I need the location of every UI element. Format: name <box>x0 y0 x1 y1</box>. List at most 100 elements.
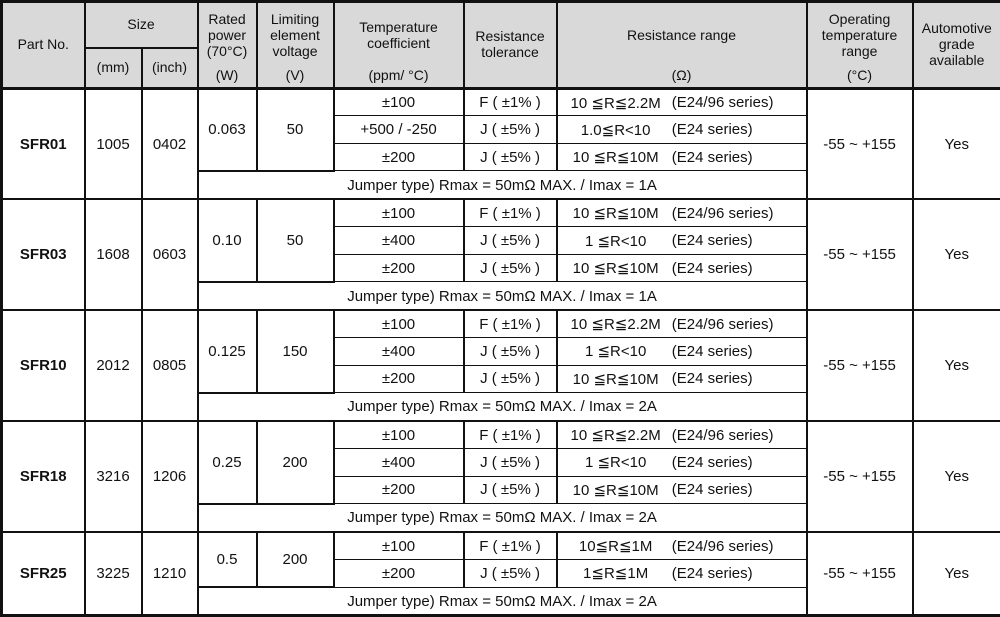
jumper-row: Jumper type) Rmax = 50mΩ MAX. / Imax = 1… <box>2 170 1000 201</box>
part-no-cell: SFR01 <box>0 87 86 201</box>
header-temp-coefficient-unit: (ppm/ °C) <box>368 67 429 84</box>
temp-coefficient-cell: ±200 <box>332 559 465 588</box>
table-row: ±200 J ( ±5% ) 10 ≦R≦10M (E24 series) <box>2 253 1000 283</box>
part-no-cell: SFR25 <box>0 531 86 617</box>
range-value: 1 ≦R<10 <box>584 343 647 361</box>
resistance-range-cell: 10 ≦R≦10M (E24 series) <box>555 253 808 283</box>
tolerance-cell: J ( ±5% ) <box>462 115 558 144</box>
size-inch-cell: 0402 <box>140 87 199 201</box>
temp-coefficient-cell: ±100 <box>332 531 465 561</box>
range-value: 10 ≦R≦10M <box>572 481 659 499</box>
range-series: (E24 series) <box>671 259 753 277</box>
size-inch-cell: 0603 <box>140 198 199 312</box>
range-series: (E24/96 series) <box>671 537 774 555</box>
resistance-range-cell: 10 ≦R≦2.2M (E24/96 series) <box>555 420 808 450</box>
header-rated-power-label: Rated power (70°C) <box>206 11 248 59</box>
limiting-voltage-cell: 200 <box>255 531 335 588</box>
temp-coefficient-cell: ±400 <box>332 226 465 255</box>
resistance-range-cell: 1 ≦R<10 (E24 series) <box>555 226 808 255</box>
range-value: 10 ≦R≦10M <box>572 149 659 167</box>
jumper-row: Jumper type) Rmax = 50mΩ MAX. / Imax = 2… <box>2 392 1000 423</box>
header-part-no: Part No. <box>0 0 86 90</box>
size-inch-cell: 1206 <box>140 420 199 534</box>
limiting-voltage-cell: 150 <box>255 309 335 394</box>
tolerance-cell: J ( ±5% ) <box>462 337 558 366</box>
tolerance-cell: J ( ±5% ) <box>462 559 558 588</box>
limiting-voltage-cell: 200 <box>255 420 335 505</box>
rated-power-cell: 0.125 <box>196 309 258 394</box>
temp-coefficient-cell: ±200 <box>332 475 465 505</box>
table-row: ±200 J ( ±5% ) 10 ≦R≦10M (E24 series) <box>2 142 1000 172</box>
size-mm-cell: 3216 <box>83 420 143 534</box>
range-series: (E24 series) <box>671 481 753 499</box>
temp-coefficient-cell: ±100 <box>332 87 465 117</box>
size-mm-cell: 2012 <box>83 309 143 423</box>
resistance-range-cell: 1 ≦R<10 (E24 series) <box>555 448 808 477</box>
range-series: (E24 series) <box>671 564 753 582</box>
table-row: SFR10 2012 0805 0.125 150 ±100 F ( ±1% )… <box>0 309 1000 423</box>
resistance-range-cell: 10 ≦R≦10M (E24 series) <box>555 475 808 505</box>
tolerance-cell: J ( ±5% ) <box>462 253 558 283</box>
size-inch-cell: 0805 <box>140 309 199 423</box>
automotive-cell: Yes <box>911 531 1000 617</box>
jumper-row: Jumper type) Rmax = 50mΩ MAX. / Imax = 1… <box>2 281 1000 312</box>
rated-power-cell: 0.10 <box>196 198 258 283</box>
header-rated-power: Rated power (70°C) (W) <box>196 0 258 90</box>
rated-power-cell: 0.25 <box>196 420 258 505</box>
tolerance-cell: F ( ±1% ) <box>462 531 558 561</box>
limiting-voltage-cell: 50 <box>255 198 335 283</box>
table-row: ±400 J ( ±5% ) 1 ≦R<10 (E24 series) <box>2 337 1000 366</box>
operating-temp-cell: -55 ~ +155 <box>805 309 914 423</box>
size-inch-cell: 1210 <box>140 531 199 617</box>
range-series: (E24/96 series) <box>671 426 774 444</box>
jumper-note-cell: Jumper type) Rmax = 50mΩ MAX. / Imax = 1… <box>196 281 808 312</box>
table-row: SFR25 3225 1210 0.5 200 ±100 F ( ±1% ) 1… <box>0 531 1000 617</box>
limiting-voltage-cell: 50 <box>255 87 335 172</box>
operating-temp-cell: -55 ~ +155 <box>805 198 914 312</box>
resistance-range-cell: 1 ≦R<10 (E24 series) <box>555 337 808 366</box>
table-row: ±200 J ( ±5% ) 1≦R≦1M (E24 series) <box>2 559 1000 588</box>
table-row: ±200 J ( ±5% ) 10 ≦R≦10M (E24 series) <box>2 475 1000 505</box>
temp-coefficient-cell: ±200 <box>332 364 465 394</box>
range-value: 1≦R≦1M <box>583 565 649 583</box>
temp-coefficient-cell: +500 / -250 <box>332 115 465 144</box>
jumper-note-cell: Jumper type) Rmax = 50mΩ MAX. / Imax = 2… <box>196 392 808 423</box>
header-operating-temp-label: Operating temperature range <box>821 11 898 59</box>
range-series: (E24 series) <box>671 342 753 360</box>
automotive-cell: Yes <box>911 420 1000 534</box>
table-row: ±400 J ( ±5% ) 1 ≦R<10 (E24 series) <box>2 448 1000 477</box>
range-value: 1.0≦R<10 <box>580 121 651 139</box>
range-value: 10≦R≦1M <box>578 538 653 556</box>
part-no-cell: SFR10 <box>0 309 86 423</box>
table-row: SFR03 1608 0603 0.10 50 ±100 F ( ±1% ) 1… <box>0 198 1000 312</box>
header-limiting-voltage: Limiting element voltage (V) <box>255 0 335 90</box>
temp-coefficient-cell: ±400 <box>332 448 465 477</box>
temp-coefficient-cell: ±100 <box>332 309 465 339</box>
range-value: 10 ≦R≦10M <box>572 260 659 278</box>
automotive-cell: Yes <box>911 198 1000 312</box>
resistance-range-cell: 10 ≦R≦10M (E24 series) <box>555 364 808 394</box>
range-series: (E24 series) <box>671 370 753 388</box>
range-series: (E24 series) <box>671 148 753 166</box>
jumper-note-cell: Jumper type) Rmax = 50mΩ MAX. / Imax = 2… <box>196 503 808 534</box>
temp-coefficient-cell: ±100 <box>332 198 465 228</box>
resistance-range-cell: 10 ≦R≦10M (E24/96 series) <box>555 198 808 228</box>
range-series: (E24 series) <box>671 453 753 471</box>
temp-coefficient-cell: ±200 <box>332 142 465 172</box>
range-series: (E24/96 series) <box>671 94 774 112</box>
range-series: (E24/96 series) <box>671 204 774 222</box>
tolerance-cell: F ( ±1% ) <box>462 198 558 228</box>
header-operating-temp-unit: (°C) <box>846 67 873 84</box>
header-temp-coefficient: Temperature coefficient (ppm/ °C) <box>332 0 465 90</box>
range-series: (E24 series) <box>671 232 753 250</box>
header-resistance-range: Resistance range (Ω) <box>555 0 808 90</box>
header-resistance-range-label: Resistance range <box>627 26 736 43</box>
resistance-range-cell: 10 ≦R≦2.2M (E24/96 series) <box>555 309 808 339</box>
range-value: 10 ≦R≦2.2M <box>570 94 661 112</box>
part-no-cell: SFR03 <box>0 198 86 312</box>
operating-temp-cell: -55 ~ +155 <box>805 531 914 617</box>
header-automotive-grade: Automotive grade available <box>911 0 1000 90</box>
header-limiting-voltage-unit: (V) <box>285 67 305 84</box>
